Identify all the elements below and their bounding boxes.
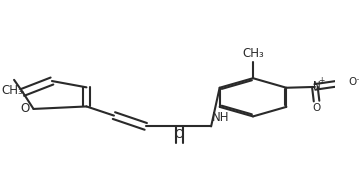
Text: NH: NH (212, 111, 229, 124)
Text: O: O (312, 103, 321, 113)
Text: CH₃: CH₃ (242, 47, 264, 60)
Text: N: N (313, 81, 321, 91)
Text: O: O (175, 128, 184, 141)
Text: CH₃: CH₃ (1, 84, 23, 97)
Text: +: + (318, 76, 325, 85)
Text: O⁻: O⁻ (349, 77, 359, 87)
Text: O: O (20, 102, 30, 116)
